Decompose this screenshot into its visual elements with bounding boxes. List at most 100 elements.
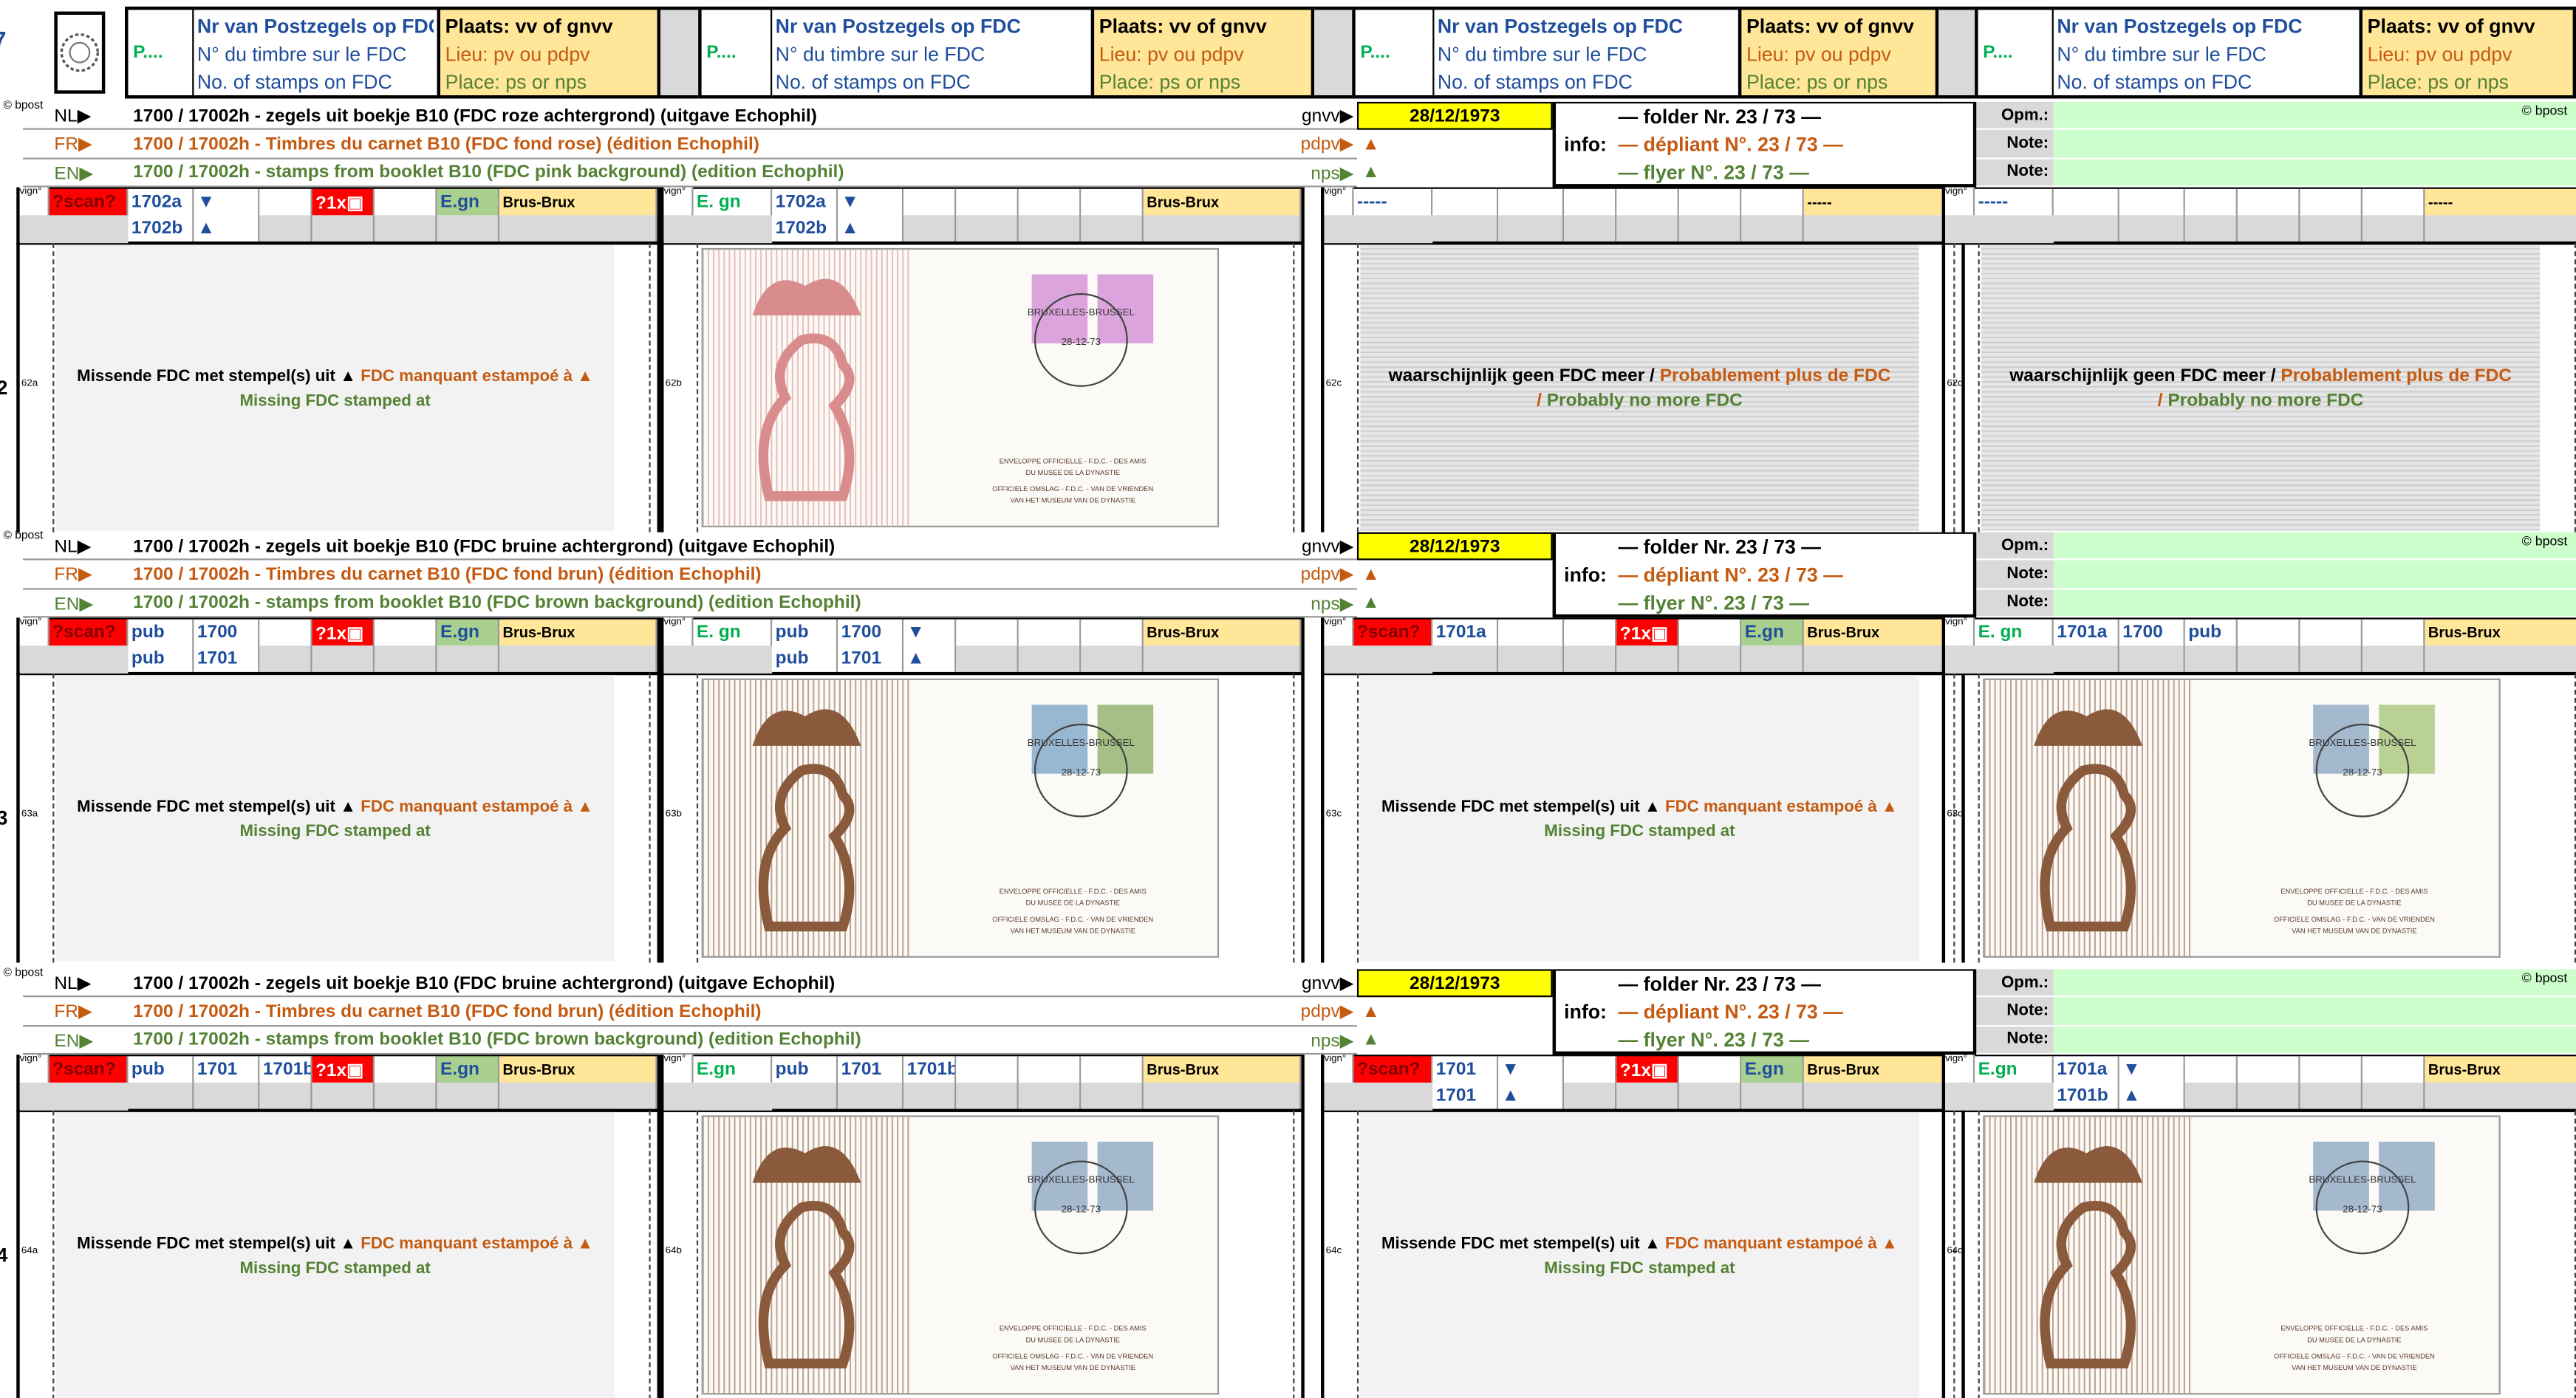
stamp-cell (194, 1082, 260, 1109)
stamp-cell: Brus-Brux (499, 188, 657, 216)
line-row (23, 1026, 1357, 1055)
header-text: Place: ps or nps (445, 70, 587, 94)
dash-line (1953, 243, 1955, 532)
envelope-text: DU MUSEE DE LA DYNASTIE (2307, 1336, 2402, 1343)
stamp-cell (1143, 645, 1302, 672)
crown (752, 1146, 861, 1183)
stamp-cell: E.gn (1741, 619, 1804, 646)
stamp-cell: 1701a (2053, 619, 2119, 646)
stamp-cell: 1702a (128, 188, 194, 216)
panel-text-part: Missende FDC met stempel(s) uit ▲ (77, 368, 357, 386)
date-cell: 28/12/1973 (1356, 101, 1553, 131)
stamp-cell (956, 1082, 1019, 1109)
postmark-text: BRUXELLES-BRUSSEL (1028, 737, 1135, 748)
stamp-cell: pub (128, 1056, 194, 1083)
dash-line (696, 1110, 699, 1398)
row2-gray (1945, 215, 2054, 244)
copyright: © bpost (3, 967, 44, 979)
lang-label: EN▶ (54, 1031, 94, 1051)
stamp-cell (2237, 645, 2300, 672)
group-frame (16, 617, 661, 676)
lang-label: FR▶ (54, 1002, 92, 1023)
stamp-cell (1081, 1056, 1144, 1083)
dash-line (52, 1110, 55, 1398)
stamp-cell (312, 215, 375, 241)
panel-text-part: Missing FDC stamped at (239, 823, 431, 841)
stamp-cell (1678, 188, 1742, 216)
crown (2034, 709, 2142, 746)
row-number: 4 (0, 1242, 13, 1269)
info-line: — folder Nr. 23 / 73 — (1618, 535, 1821, 558)
stamp-cell: Brus-Brux (2425, 1056, 2576, 1083)
envelope-text: VAN HET MUSEUM VAN DE DYNASTIE (1010, 1364, 1135, 1371)
stamp-cell (1741, 1082, 1804, 1109)
stamp-cell: ▼ (903, 619, 957, 646)
stamp-cell: 1701 (194, 645, 260, 672)
group-frame (660, 617, 1305, 676)
dash-line (1356, 674, 1359, 963)
panel-label: 62b (665, 379, 682, 390)
dash-line (696, 243, 699, 532)
stamp-cell: Brus-Brux (1143, 619, 1302, 646)
panel-text-part: FDC manquant estampoé à ▲ (361, 1235, 594, 1254)
stamp-cell: E.gn (437, 619, 500, 646)
panel-text: Missende FDC met stempel(s) uit ▲ FDC ma… (1360, 1221, 1919, 1293)
panel-text: Missende FDC met stempel(s) uit ▲ FDC ma… (56, 784, 615, 856)
code-label: gnvv▶ (1301, 974, 1354, 994)
stamp-cell (2425, 645, 2576, 672)
header-cell: P.... (698, 6, 773, 99)
panel-text: waarschijnlijk geen FDC meer / Probablem… (1360, 353, 1919, 425)
lion (758, 764, 855, 932)
row2-gray (1324, 215, 1433, 244)
stamp-cell (2053, 215, 2119, 241)
stamp-cell (2237, 619, 2300, 646)
panel-text-part: Missende FDC met stempel(s) uit ▲ (77, 798, 357, 817)
stamp-cell (259, 619, 312, 646)
stamp-cell: E.gn (437, 1056, 500, 1083)
stamp-cell (437, 215, 500, 241)
note-field (2053, 997, 2576, 1027)
header-text: Plaats: vv of gnvv (445, 15, 613, 38)
stamp-cell (1564, 1056, 1617, 1083)
info-box (1552, 101, 1977, 188)
row2-gray (19, 215, 129, 244)
line-text: 1700 / 17002h - stamps from booklet B10 … (133, 162, 844, 183)
stamp-cell: ▼ (2119, 1056, 2185, 1083)
stamp-cell (128, 1082, 194, 1109)
stamp-cell: Brus-Brux (1803, 619, 1962, 646)
panel-text-part: Missing FDC stamped at (1544, 1260, 1735, 1278)
dash-line (649, 243, 651, 532)
copyright: © bpost (3, 530, 44, 543)
stamp (1031, 705, 1088, 774)
stamp-cell: 1700 (2119, 619, 2185, 646)
stamp-cell (1081, 619, 1144, 646)
stamp-cell (1616, 188, 1679, 216)
row2-gray (663, 1082, 773, 1111)
panel-label: 62d (1947, 379, 1964, 390)
stamp-cell (2184, 1056, 2238, 1083)
stamp-cell (375, 188, 437, 216)
envelope-text: VAN HET MUSEUM VAN DE DYNASTIE (1010, 497, 1135, 504)
stamp-cell (2300, 645, 2363, 672)
stamp-cell: 1701 (838, 1056, 904, 1083)
stamp-cell (2119, 645, 2185, 672)
stamp-cell: ▼ (838, 188, 904, 216)
panel-frame (1941, 1110, 2576, 1398)
panel-label: 62c (1325, 379, 1342, 390)
dash-line (1978, 1110, 1980, 1398)
stamp-cell: pub (772, 619, 838, 646)
row-number: 3 (0, 805, 13, 832)
stamp-cell (1432, 215, 1499, 241)
panel-label: 63b (665, 809, 682, 820)
envelope-text: OFFICIELE OMSLAG - F.D.C. - VAN DE VRIEN… (992, 916, 1153, 923)
dash-line (1356, 243, 1359, 532)
stamp-cell (1143, 215, 1302, 241)
dash-line (1293, 674, 1295, 963)
envelope-text: VAN HET MUSEUM VAN DE DYNASTIE (2292, 1364, 2416, 1371)
header-text: Nr van Postzegels op FDC (2057, 15, 2303, 38)
mark: ▲ (1362, 564, 1380, 585)
stamp-cell (499, 1082, 657, 1109)
stamp-cell (312, 1082, 375, 1109)
vignette-label: vign° (1324, 187, 1354, 216)
